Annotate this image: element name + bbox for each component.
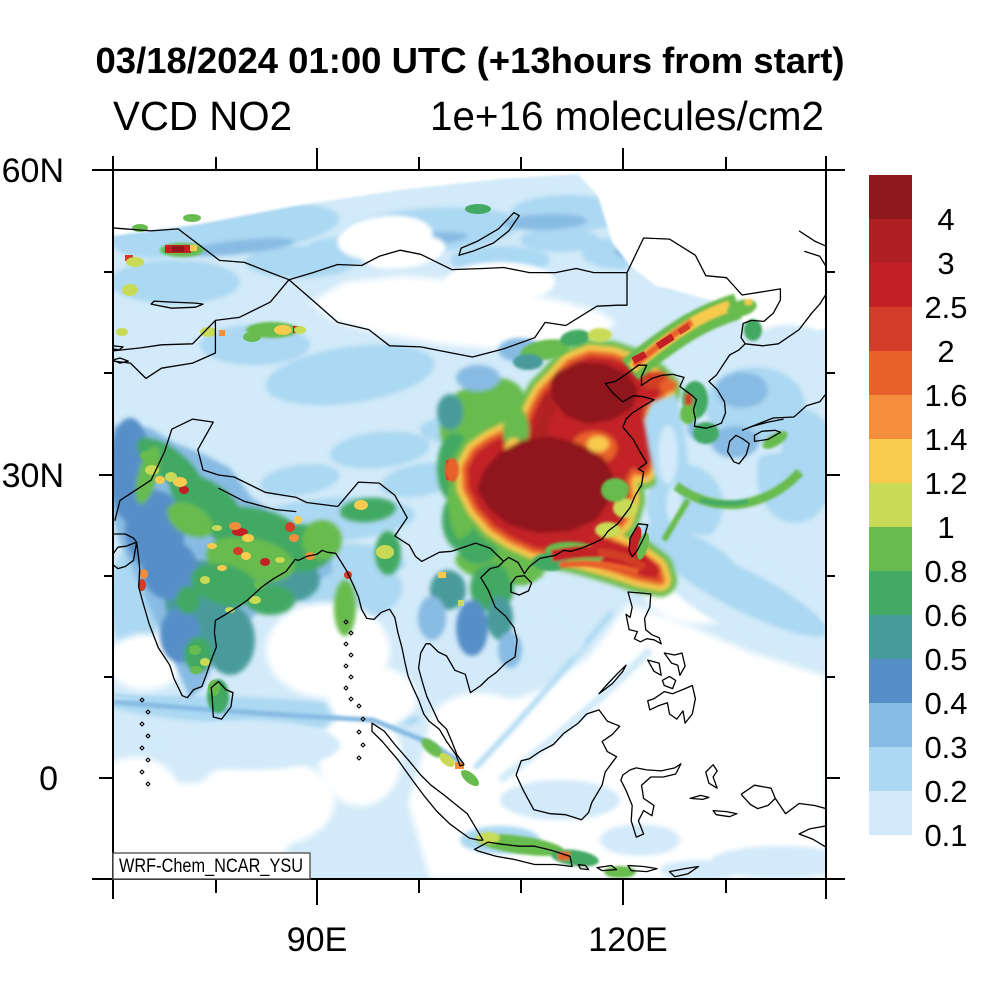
svg-text:2: 2 <box>937 334 954 369</box>
svg-text:1.6: 1.6 <box>924 378 967 413</box>
svg-text:120E: 120E <box>588 921 667 959</box>
svg-text:0.3: 0.3 <box>924 730 967 765</box>
svg-text:3: 3 <box>937 246 954 281</box>
svg-text:VCD NO2: VCD NO2 <box>113 93 292 139</box>
svg-text:03/18/2024 01:00 UTC (+13hours: 03/18/2024 01:00 UTC (+13hours from star… <box>96 40 845 81</box>
svg-text:0.1: 0.1 <box>924 818 967 853</box>
svg-text:1: 1 <box>937 510 954 545</box>
svg-text:0.5: 0.5 <box>924 642 967 677</box>
svg-text:0.8: 0.8 <box>924 554 967 589</box>
svg-text:0.2: 0.2 <box>924 774 967 809</box>
svg-text:0.6: 0.6 <box>924 598 967 633</box>
svg-text:4: 4 <box>937 202 954 237</box>
svg-text:WRF-Chem_NCAR_YSU: WRF-Chem_NCAR_YSU <box>119 856 303 877</box>
svg-text:30N: 30N <box>2 457 64 495</box>
svg-text:2.5: 2.5 <box>924 290 967 325</box>
svg-text:60N: 60N <box>2 152 64 190</box>
svg-text:1.4: 1.4 <box>924 422 967 457</box>
svg-text:90E: 90E <box>287 921 348 959</box>
svg-text:1e+16 molecules/cm2: 1e+16 molecules/cm2 <box>430 93 824 139</box>
svg-text:1.2: 1.2 <box>924 466 967 501</box>
svg-text:0.4: 0.4 <box>924 686 967 721</box>
svg-text:0: 0 <box>39 760 58 798</box>
